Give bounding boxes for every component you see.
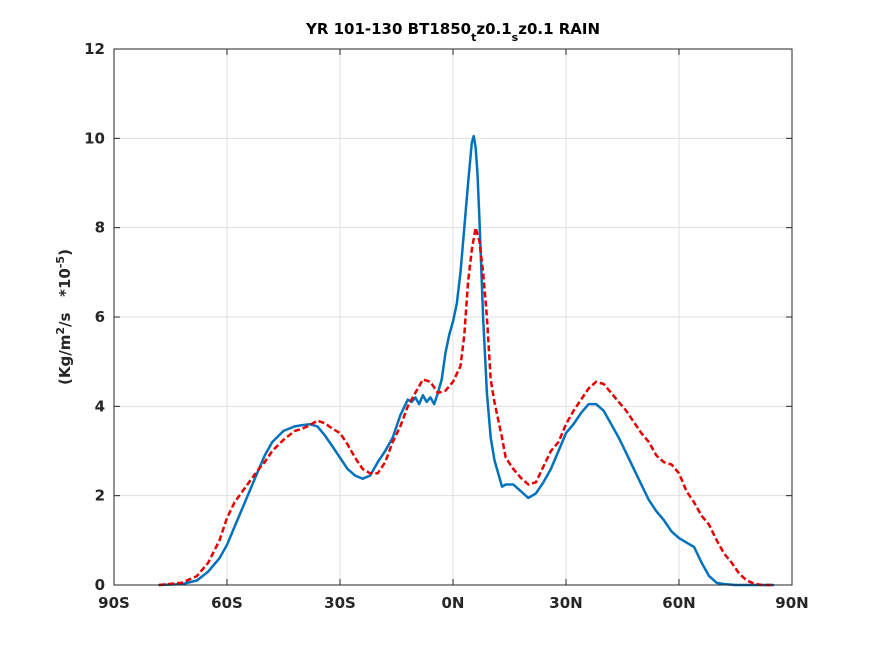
ylabel-prefix: (Kg/m [56, 335, 74, 385]
ylabel-suffix: ) [56, 249, 74, 256]
ylabel-sup-2: -5 [54, 256, 67, 268]
title-sub-1: t [471, 31, 476, 44]
title-sub-2: s [512, 31, 519, 44]
y-tick-label: 8 [95, 219, 105, 237]
tick-marks [113, 48, 793, 586]
series-line-red-dashed [159, 226, 774, 587]
title-prefix: YR 101-130 BT1850 [305, 20, 471, 38]
x-tick-label: 90N [775, 594, 808, 612]
x-tick-label: 90S [98, 594, 130, 612]
title-suffix: z0.1 RAIN [518, 20, 600, 38]
y-axis-label: (Kg/m2/s *10-5) [54, 249, 75, 385]
y-tick-label: 0 [95, 576, 105, 594]
x-tick-label: 30N [549, 594, 582, 612]
y-tick-labels: 0 2 4 6 8 10 12 [84, 40, 105, 594]
x-tick-labels: 90S 60S 30S 0N 30N 60N 90N [98, 594, 809, 612]
x-tick-label: 0N [442, 594, 465, 612]
chart-title: YR 101-130 BT1850tz0.1sz0.1 RAIN [305, 20, 600, 44]
y-tick-label: 10 [84, 129, 105, 147]
x-tick-label: 30S [324, 594, 356, 612]
y-tick-label: 6 [95, 308, 105, 326]
y-tick-label: 12 [84, 40, 105, 58]
x-tick-label: 60S [211, 594, 243, 612]
x-tick-label: 60N [662, 594, 695, 612]
title-mid: z0.1 [476, 20, 511, 38]
ylabel-mid: /s *10 [56, 268, 74, 327]
ylabel-sup-1: 2 [54, 327, 67, 335]
y-tick-label: 2 [95, 487, 105, 505]
series-line-blue-solid [157, 134, 775, 587]
y-tick-label: 4 [95, 397, 105, 415]
series-layer [157, 134, 775, 587]
